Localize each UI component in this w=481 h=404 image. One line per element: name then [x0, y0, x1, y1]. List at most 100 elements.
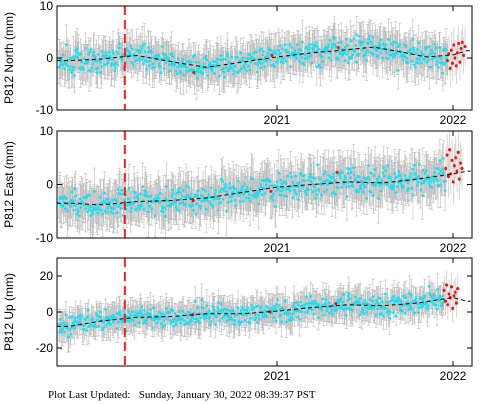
final-point	[221, 179, 225, 183]
final-point	[292, 188, 296, 192]
final-point	[294, 51, 297, 55]
final-point	[367, 164, 371, 168]
final-point	[175, 207, 179, 211]
final-point	[412, 48, 416, 52]
final-point	[196, 189, 200, 193]
final-point	[91, 62, 95, 66]
final-point	[176, 57, 180, 61]
final-point	[193, 195, 197, 199]
final-point	[73, 187, 77, 191]
rapid-point	[458, 60, 462, 64]
final-point	[185, 66, 189, 69]
final-point	[251, 177, 255, 181]
final-point	[433, 56, 437, 60]
final-point	[204, 189, 208, 193]
final-point	[231, 66, 234, 70]
final-point	[163, 57, 167, 61]
final-point	[266, 51, 270, 55]
final-point	[150, 207, 154, 211]
final-point	[273, 184, 276, 187]
final-point	[352, 173, 356, 177]
final-point	[208, 195, 211, 199]
final-point	[316, 50, 320, 54]
final-point	[298, 189, 302, 193]
final-point	[409, 172, 413, 176]
final-point	[384, 169, 388, 172]
final-point	[404, 45, 408, 48]
final-point	[393, 172, 397, 175]
final-point	[313, 185, 316, 189]
final-point	[377, 42, 381, 45]
final-point	[65, 196, 68, 200]
final-point	[181, 189, 185, 192]
final-point	[70, 70, 73, 74]
final-point	[293, 190, 297, 194]
final-point	[339, 40, 343, 44]
final-point	[299, 171, 302, 175]
final-point	[371, 183, 375, 187]
final-point	[371, 52, 375, 56]
final-point	[78, 214, 81, 218]
final-point	[355, 33, 359, 37]
final-point	[402, 53, 406, 57]
final-point	[386, 183, 390, 187]
final-point	[407, 187, 410, 190]
final-point	[289, 175, 293, 179]
final-point	[210, 69, 214, 73]
final-point	[343, 182, 346, 186]
final-point	[360, 179, 364, 183]
final-point	[345, 166, 349, 170]
rapid-point	[446, 59, 450, 63]
final-point	[313, 176, 317, 180]
rapid-point	[270, 54, 274, 58]
final-point	[255, 50, 259, 54]
final-point	[142, 207, 146, 211]
final-point	[270, 184, 274, 187]
final-point	[163, 206, 166, 210]
final-point	[72, 208, 76, 212]
final-point	[201, 187, 205, 191]
final-point	[157, 196, 161, 200]
final-point	[94, 208, 98, 211]
final-point	[319, 65, 323, 69]
final-point	[330, 192, 334, 195]
final-point	[411, 194, 415, 197]
final-point	[230, 194, 234, 198]
final-point	[91, 212, 95, 216]
final-point	[244, 62, 248, 66]
final-point	[131, 63, 135, 67]
final-point	[233, 198, 237, 202]
final-point	[316, 44, 319, 48]
final-point	[158, 64, 162, 68]
final-point	[379, 189, 383, 193]
final-point	[196, 70, 200, 74]
final-point	[259, 66, 263, 70]
rapid-point	[451, 61, 455, 65]
final-points	[57, 33, 449, 80]
final-point	[260, 47, 264, 51]
final-point	[118, 46, 122, 50]
final-point	[297, 48, 301, 52]
rapid-point	[336, 45, 340, 49]
final-point	[196, 194, 200, 198]
final-point	[238, 59, 241, 63]
final-point	[345, 195, 349, 199]
final-point	[93, 190, 97, 193]
final-point	[346, 43, 349, 47]
final-point	[71, 199, 75, 203]
final-point	[206, 66, 210, 70]
final-point	[418, 58, 421, 62]
final-point	[414, 173, 418, 176]
final-point	[201, 72, 205, 75]
final-point	[182, 73, 186, 77]
final-point	[111, 199, 114, 202]
y-tick-label: 0	[46, 51, 53, 65]
plot-area	[57, 15, 471, 100]
final-point	[369, 190, 373, 194]
final-point	[285, 194, 289, 198]
final-point	[411, 38, 415, 41]
final-point	[172, 63, 176, 67]
final-point	[289, 171, 292, 175]
final-point	[354, 177, 357, 181]
final-point	[204, 207, 208, 211]
